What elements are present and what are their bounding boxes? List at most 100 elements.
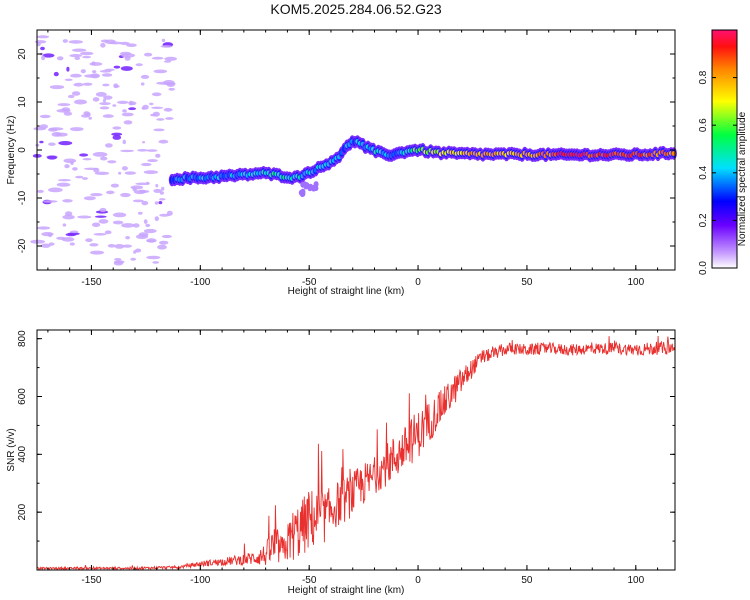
noise-blob <box>121 112 134 117</box>
noise-blob <box>151 56 164 60</box>
noise-blob <box>111 132 123 136</box>
noise-blob <box>73 82 84 87</box>
noise-blob <box>153 128 165 132</box>
noise-blob <box>143 170 159 175</box>
track-lobe-mark <box>307 185 313 192</box>
noise-blob <box>141 162 152 167</box>
noise-blob <box>64 78 73 82</box>
noise-blob <box>42 200 58 203</box>
noise-blob <box>119 41 130 46</box>
noise-blob <box>159 213 170 217</box>
noise-blob <box>66 66 70 72</box>
noise-blob <box>92 70 97 74</box>
track-lobe-mark <box>313 181 319 188</box>
snr-y-axis-label: SNR (v/v) <box>6 428 17 471</box>
snr-panel: -150 -100 -50 0 50 100 200 400 600 800 Height of … <box>6 329 676 596</box>
noise-blob <box>62 39 68 43</box>
noise-blob <box>48 187 63 193</box>
noise-blob <box>137 211 143 215</box>
noise-blob <box>113 85 120 88</box>
noise-blob <box>128 107 137 111</box>
snr-x-axis-label: Height of straight line (km) <box>288 585 405 596</box>
noise-blob <box>82 177 88 180</box>
noise-blob <box>107 160 117 164</box>
snr-series-line <box>36 335 676 571</box>
noise-blob <box>62 199 73 203</box>
noise-blob <box>93 233 107 236</box>
noise-blob <box>57 103 71 107</box>
noise-blob <box>120 66 133 71</box>
noise-blob <box>39 140 44 144</box>
noise-blob <box>138 189 146 193</box>
noise-blob <box>146 181 150 185</box>
noise-blob <box>58 141 73 146</box>
noise-blob <box>157 244 167 250</box>
noise-blob <box>151 106 164 110</box>
noise-blob <box>146 238 157 243</box>
noise-blob <box>80 69 86 74</box>
x-tick-label: 50 <box>521 575 533 586</box>
noise-blob <box>128 100 134 106</box>
noise-blob <box>152 261 160 264</box>
colorbar-tick-label: 0.8 <box>698 70 709 84</box>
colorbar-tick-label: 0.0 <box>698 261 709 275</box>
noise-blob <box>68 40 84 44</box>
noise-blob <box>102 98 107 103</box>
noise-blob <box>144 52 153 57</box>
noise-blob <box>143 228 157 234</box>
spectrogram-noise-layer <box>30 35 178 266</box>
noise-blob <box>42 53 55 58</box>
noise-blob <box>163 60 172 63</box>
spectrogram-y-axis-label: Frequency (Hz) <box>6 116 17 185</box>
snr-ticks: -150 -100 -50 0 50 100 200 400 600 800 <box>17 330 675 586</box>
noise-blob <box>56 182 71 187</box>
y-tick-label: 600 <box>17 388 28 405</box>
noise-blob <box>49 85 65 90</box>
spectrogram-x-axis-label: Height of straight line (km) <box>288 286 405 297</box>
noise-blob <box>142 141 146 144</box>
colorbar-tick-label: 0.6 <box>698 118 709 132</box>
noise-blob <box>69 54 83 58</box>
noise-blob <box>117 100 129 104</box>
noise-blob <box>75 175 84 179</box>
y-tick-label: -10 <box>17 190 28 205</box>
noise-blob <box>89 62 103 66</box>
noise-blob <box>161 38 166 43</box>
noise-blob <box>39 124 48 129</box>
noise-blob <box>46 155 58 160</box>
noise-blob <box>160 45 173 48</box>
colorbar-tick-label: 0.2 <box>698 213 709 227</box>
noise-blob <box>154 201 159 205</box>
noise-blob <box>126 43 137 47</box>
noise-blob <box>122 139 127 145</box>
y-tick-label: 20 <box>17 48 28 60</box>
noise-blob <box>72 167 78 171</box>
noise-blob <box>163 107 173 112</box>
noise-blob <box>40 46 45 51</box>
noise-blob <box>145 223 151 228</box>
noise-blob <box>70 73 82 78</box>
noise-blob <box>143 219 148 225</box>
noise-blob <box>94 171 110 175</box>
noise-blob <box>99 106 110 110</box>
noise-blob <box>83 196 96 201</box>
noise-blob <box>159 198 166 201</box>
noise-blob <box>90 193 103 197</box>
noise-blob <box>67 94 75 99</box>
noise-blob <box>140 82 145 86</box>
noise-blob <box>101 73 113 77</box>
noise-blob <box>103 95 113 100</box>
noise-blob <box>132 187 137 192</box>
noise-blob <box>64 211 73 217</box>
noise-blob <box>70 230 79 234</box>
noise-blob <box>146 255 161 260</box>
noise-blob <box>113 260 124 266</box>
noise-blob <box>159 240 169 245</box>
colorbar-tick-label: 0.4 <box>698 165 709 179</box>
noise-blob <box>124 171 136 175</box>
noise-blob <box>80 51 94 56</box>
x-tick-label: 0 <box>415 575 421 586</box>
noise-blob <box>124 55 131 61</box>
noise-blob <box>37 226 51 230</box>
